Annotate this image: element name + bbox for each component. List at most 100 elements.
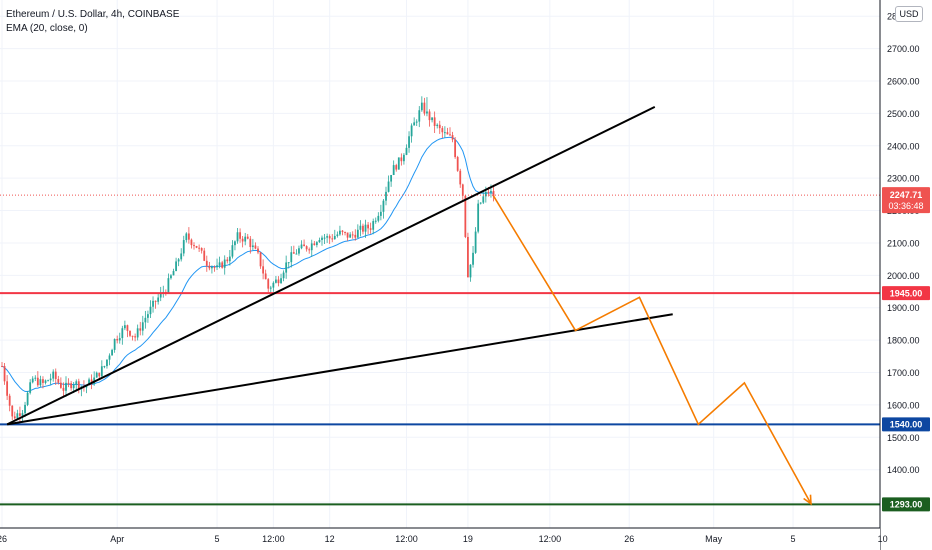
candle-body	[436, 124, 439, 126]
candle-body	[198, 247, 201, 249]
time-tick-label: 5	[215, 534, 220, 544]
candle-body	[374, 220, 377, 222]
candle-body	[443, 132, 446, 134]
ema-line	[1, 136, 494, 393]
candle-body	[387, 181, 390, 192]
candle-body	[287, 262, 290, 264]
candle-body	[77, 381, 80, 390]
candle-body	[438, 124, 441, 129]
candle-body	[415, 121, 418, 123]
candle-body	[95, 372, 98, 378]
candle-body	[418, 110, 421, 122]
time-tick-label: 10	[878, 534, 888, 544]
candle-body	[106, 359, 108, 367]
candle-body	[134, 336, 137, 338]
candle-body	[426, 111, 428, 114]
candle-body	[36, 377, 39, 386]
candle-body	[484, 191, 487, 197]
time-axis-bg	[0, 528, 880, 550]
candle-body	[149, 306, 152, 315]
price-axis-bg	[880, 0, 932, 550]
candle-body	[295, 253, 298, 255]
projection-line	[492, 195, 812, 505]
candle-body	[300, 244, 303, 249]
price-tick-label: 2100.00	[887, 238, 920, 248]
candle-body	[477, 203, 480, 232]
candle-body	[19, 413, 21, 416]
candle-body	[490, 190, 492, 193]
candle-body	[42, 379, 44, 383]
candle-body	[131, 335, 134, 337]
candle-body	[152, 300, 154, 307]
candle-body	[461, 184, 464, 196]
price-tick-label: 1600.00	[887, 400, 920, 410]
indicator-title[interactable]: EMA (20, close, 0)	[6, 23, 88, 34]
projection-path[interactable]	[492, 195, 812, 506]
candle-body	[159, 292, 162, 298]
candle-body	[241, 238, 244, 242]
time-axis[interactable]: 26 Apr 5 12:00 12 12:00 19 12:00 26 May 5 10	[0, 527, 888, 550]
candle-body	[272, 282, 275, 288]
candle-body	[257, 248, 259, 253]
candle-body	[6, 381, 9, 396]
candle-body	[200, 248, 203, 251]
candle-body	[234, 241, 236, 246]
candle-body	[208, 265, 211, 269]
candle-body	[113, 338, 116, 350]
candle-body	[403, 154, 405, 162]
price-tick-label: 2300.00	[887, 174, 920, 184]
candle-body	[236, 232, 239, 242]
candle-body	[187, 233, 190, 240]
price-tick-label: 1800.00	[887, 336, 920, 346]
candle-body	[367, 224, 369, 229]
candle-body	[410, 125, 413, 137]
candle-body	[193, 245, 195, 247]
time-tick-label: 26	[0, 534, 7, 544]
candle-body	[267, 279, 270, 289]
candle-body	[290, 252, 293, 263]
currency-button[interactable]: USD	[895, 6, 923, 22]
candle-body	[379, 211, 382, 216]
candle-body	[469, 264, 472, 278]
candle-body	[90, 379, 93, 385]
candle-body	[328, 236, 331, 239]
level-label: 1293.00	[890, 500, 923, 510]
trend-lines[interactable]	[6, 105, 673, 426]
candle-body	[392, 165, 395, 176]
candle-body	[413, 122, 416, 126]
time-tick-label: 19	[463, 534, 473, 544]
price-tick-label: 2400.00	[887, 141, 920, 151]
countdown-label: 03:36:48	[888, 201, 923, 211]
symbol-title[interactable]: Ethereum / U.S. Dollar, 4h, COINBASE	[6, 9, 180, 20]
candle-body	[336, 234, 339, 237]
candle-body	[139, 328, 142, 331]
price-tick-label: 1400.00	[887, 465, 920, 475]
candle-body	[382, 200, 385, 212]
candle-body	[228, 256, 231, 262]
price-axis[interactable]: 1300.001400.001500.001600.001700.001800.…	[879, 0, 932, 550]
candle-body	[280, 278, 282, 284]
time-tick-label: 12:00	[395, 534, 418, 544]
candle-body	[59, 382, 62, 388]
candle-body	[21, 413, 24, 416]
candle-body	[395, 165, 398, 170]
candle-body	[205, 260, 208, 266]
candle-body	[259, 252, 262, 267]
price-tick-label: 2700.00	[887, 44, 920, 54]
candle-body	[141, 322, 144, 331]
candle-body	[116, 338, 119, 341]
candle-body	[65, 382, 67, 391]
candle-body	[264, 273, 267, 280]
candle-body	[315, 242, 318, 246]
candle-body	[408, 136, 410, 148]
candle-body	[123, 325, 126, 329]
candle-body	[472, 252, 474, 265]
candle-body	[167, 278, 170, 293]
price-levels[interactable]	[0, 194, 880, 506]
candle-body	[321, 237, 323, 240]
candle-body	[8, 395, 11, 406]
candles	[1, 96, 495, 423]
candle-body	[39, 379, 42, 386]
